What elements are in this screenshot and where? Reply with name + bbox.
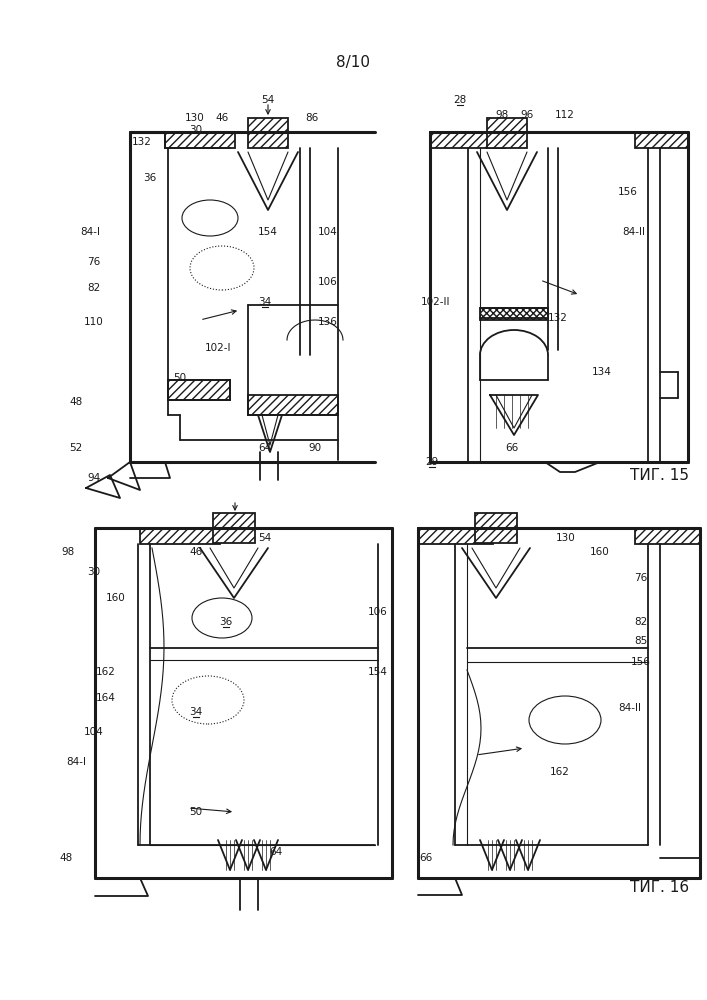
Bar [487, 118, 527, 148]
Bar [430, 132, 505, 148]
Text: 54: 54 [258, 533, 271, 543]
Text: 46: 46 [216, 113, 228, 123]
Text: 98: 98 [62, 547, 75, 557]
Text: 132: 132 [132, 137, 152, 147]
Text: 28: 28 [453, 95, 467, 105]
Text: 54: 54 [262, 95, 274, 105]
Text: 30: 30 [189, 125, 203, 135]
Text: 50: 50 [173, 373, 187, 383]
Text: 46: 46 [189, 547, 203, 557]
Text: 66: 66 [419, 853, 433, 863]
Text: 160: 160 [106, 593, 126, 603]
Text: 162: 162 [96, 667, 116, 677]
Bar [213, 513, 255, 543]
Text: ΤИГ. 16: ΤИГ. 16 [630, 880, 689, 896]
Text: 102-I: 102-I [205, 343, 231, 353]
Text: 84-I: 84-I [80, 227, 100, 237]
Text: 94: 94 [88, 473, 100, 483]
Text: 48: 48 [69, 397, 83, 407]
Text: 82: 82 [634, 617, 648, 627]
Bar [475, 513, 517, 543]
Text: 104: 104 [318, 227, 338, 237]
Bar [635, 528, 700, 544]
Text: ΤИГ. 15: ΤИГ. 15 [630, 468, 689, 483]
Text: 85: 85 [634, 636, 648, 646]
Text: 84-I: 84-I [66, 757, 86, 767]
Bar [248, 395, 338, 415]
Text: 160: 160 [590, 547, 610, 557]
Bar [140, 528, 220, 544]
Bar [418, 528, 493, 544]
Text: 98: 98 [496, 110, 508, 120]
Text: 130: 130 [556, 533, 576, 543]
Text: 136: 136 [318, 317, 338, 327]
Text: 34: 34 [258, 297, 271, 307]
Text: 86: 86 [305, 113, 319, 123]
Text: 48: 48 [59, 853, 73, 863]
Text: 76: 76 [88, 257, 100, 267]
Text: 66: 66 [506, 443, 519, 453]
Bar [168, 380, 230, 400]
Text: 164: 164 [96, 693, 116, 703]
Text: 64: 64 [258, 443, 271, 453]
Text: 90: 90 [308, 443, 322, 453]
Text: 102-II: 102-II [421, 297, 451, 307]
Text: 134: 134 [592, 367, 612, 377]
Bar [635, 132, 688, 148]
Text: 104: 104 [84, 727, 104, 737]
Text: 50: 50 [189, 807, 203, 817]
Text: 30: 30 [88, 567, 100, 577]
Text: 82: 82 [88, 283, 100, 293]
Text: 64: 64 [269, 847, 283, 857]
Text: 112: 112 [555, 110, 575, 120]
Bar [248, 118, 288, 148]
Text: 162: 162 [550, 767, 570, 777]
Text: 84-II: 84-II [619, 703, 641, 713]
Text: 8/10: 8/10 [336, 54, 370, 70]
Bar [165, 132, 235, 148]
Text: 106: 106 [318, 277, 338, 287]
Text: 154: 154 [258, 227, 278, 237]
Text: 132: 132 [548, 313, 568, 323]
Text: 96: 96 [520, 110, 534, 120]
Text: 156: 156 [618, 187, 638, 197]
Text: 110: 110 [84, 317, 104, 327]
Text: 36: 36 [144, 173, 157, 183]
Text: 156: 156 [631, 657, 651, 667]
Text: 52: 52 [69, 443, 83, 453]
Text: 154: 154 [368, 667, 388, 677]
Text: 84-II: 84-II [622, 227, 645, 237]
Text: 130: 130 [185, 113, 205, 123]
Text: 36: 36 [219, 617, 233, 627]
Text: 34: 34 [189, 707, 203, 717]
Text: 29: 29 [426, 457, 438, 467]
Bar [480, 308, 548, 320]
Text: 106: 106 [368, 607, 388, 617]
Text: 76: 76 [634, 573, 648, 583]
